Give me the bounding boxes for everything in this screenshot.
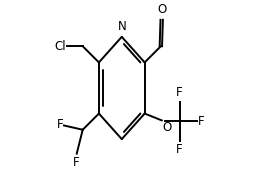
Text: O: O <box>157 3 166 16</box>
Text: Cl: Cl <box>54 40 66 53</box>
Text: F: F <box>176 86 183 99</box>
Text: F: F <box>56 118 63 131</box>
Text: O: O <box>163 121 172 134</box>
Text: F: F <box>197 115 204 128</box>
Text: F: F <box>176 143 183 156</box>
Text: N: N <box>118 20 127 33</box>
Text: F: F <box>73 156 79 169</box>
